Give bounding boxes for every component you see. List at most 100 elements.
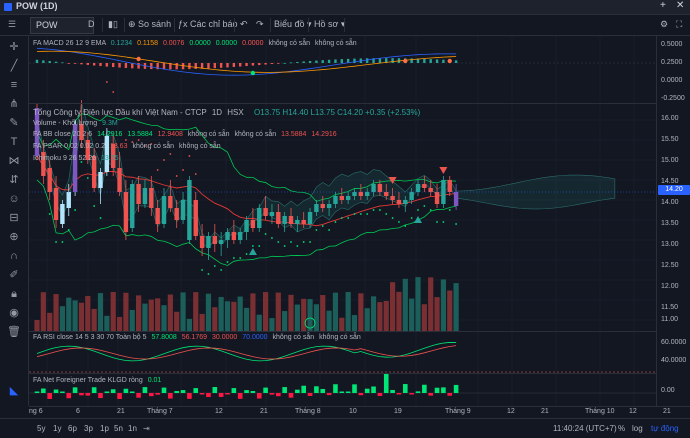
macd-histogram-bar [42,60,45,63]
range-6m[interactable]: 6p [68,424,77,433]
psar-dot [309,241,311,243]
pattern-icon[interactable]: ⋈ [8,155,20,167]
settings-icon[interactable]: ⚙ [660,19,669,29]
range-1y[interactable]: 1y [53,424,62,433]
macd-histogram-bar [423,58,426,63]
prediction-icon[interactable]: ⇵ [9,174,19,186]
zoom-icon[interactable]: ⊕ [9,231,19,243]
psar-dot [442,221,445,223]
range-1d[interactable]: 1n [128,424,137,433]
lock-drawing-icon[interactable]: ✐ [9,269,19,281]
range-1m[interactable]: 1p [100,424,109,433]
time-label: Tháng 7 [147,408,173,415]
foreign-trade-bar [269,393,275,395]
macd-na1: không có sẵn [268,40,311,47]
candle-body [428,188,433,192]
log-toggle[interactable]: log [632,424,643,433]
candle-body [199,236,205,248]
brush-icon[interactable]: ✎ [9,117,19,129]
rsi-v3: 30.0000 [212,334,238,341]
goto-date-icon[interactable]: ⇥ [143,424,150,433]
psar-na1: không có sẵn [132,143,175,150]
foreign-trade-bar [129,391,135,393]
range-5d[interactable]: 5n [114,424,123,433]
foreign-v1: 0.01 [147,377,162,384]
macd-histogram-bar [124,63,128,68]
candle-body [79,124,84,140]
volume-bar [447,290,453,332]
price-axis[interactable]: 0.5000 0.2500 0.0000 -0.2500 16.00 15.50… [656,36,690,406]
foreign-trade-bar [91,387,97,393]
close-icon[interactable]: ✕ [676,0,685,11]
foreign-trade-bar [66,393,72,399]
chart-type-button[interactable]: Biểu đồ ▾ [274,19,312,29]
trash-icon[interactable]: 🗑︎ [7,326,21,338]
candle-body [136,184,141,204]
auto-toggle[interactable]: tự động [651,424,679,433]
ruler-icon[interactable]: ⊟ [9,212,19,224]
psar-dot [182,169,184,171]
psar-dot [245,253,248,255]
interval-button[interactable]: D [88,19,95,29]
time-axis[interactable]: ng 6 6 21 Tháng 7 12 21 Tháng 8 10 19 Th… [29,406,690,419]
profile-button[interactable]: Hồ sơ ▾ [314,19,346,29]
foreign-trade-bar [358,393,364,396]
foreign-trade-bar [320,388,326,393]
pane-divider[interactable] [29,103,690,104]
indicators-button[interactable]: ƒx Các chỉ báo [178,19,238,29]
bb-na1: không có sẵn [187,131,230,138]
candle-type-icon[interactable]: ▮▯ [108,19,118,29]
crosshair-icon[interactable]: ✛ [9,41,19,53]
macd-histogram-bar [226,63,229,68]
fullscreen-icon[interactable]: ⛶ [676,19,683,29]
candle-body [257,208,262,228]
rsi-line [36,342,457,362]
foreign-trade-bar [231,388,237,393]
pane-divider[interactable] [29,373,690,374]
candle-body [206,236,211,248]
foreign-trade-bar [212,387,218,393]
trendline-icon[interactable]: ╱ [10,60,18,72]
price-chart[interactable] [29,36,656,406]
macd-histogram-bar [239,63,242,67]
macd-cross-dot [250,70,256,76]
pane-divider[interactable] [29,331,690,332]
add-icon[interactable]: + [660,0,666,11]
clock: 11:40:24 (UTC+7) [553,424,617,433]
redo-icon[interactable]: ↷ [256,19,264,29]
range-5y[interactable]: 5y [37,424,46,433]
rsi-pane [29,342,656,373]
candle-body [187,180,192,240]
symbol-search[interactable]: POW [30,17,94,34]
macd-histogram-bar [315,60,318,63]
percent-toggle[interactable]: % [618,424,626,433]
text-icon[interactable]: T [10,136,18,148]
volume-bar [396,291,402,332]
psar-dot [296,245,299,247]
pitchfork-icon[interactable]: ⋔ [9,98,19,110]
macd-histogram-bar [169,63,172,70]
foreign-trade-bar [193,388,199,393]
volume-bar [91,308,97,332]
visibility-icon[interactable]: ◉ [9,307,19,319]
emoji-icon[interactable]: ☺ [8,193,20,205]
bb-v3: 12.9408 [157,131,183,138]
time-label: 21 [117,408,125,415]
range-3m[interactable]: 3p [84,424,93,433]
volume-bar [263,292,269,332]
lock-icon[interactable]: 🔒︎ [11,288,17,300]
undo-icon[interactable]: ↶ [240,19,248,29]
psar-dot [404,225,407,227]
compare-button[interactable]: ⊕ So sánh [128,19,172,29]
volume-bar [78,302,85,332]
volume-bar [53,294,59,332]
fib-icon[interactable]: ≡ [10,79,18,91]
menu-icon[interactable]: ☰ [8,19,17,29]
foreign-trade-bar [218,393,224,397]
magnet-icon[interactable]: ∩ [10,250,18,262]
candle-body [403,200,408,204]
foreign-trade-bar [244,390,249,393]
volume-bar [383,300,389,332]
foreign-trade-bar [428,393,433,396]
foreign-trade-bar [409,393,414,395]
